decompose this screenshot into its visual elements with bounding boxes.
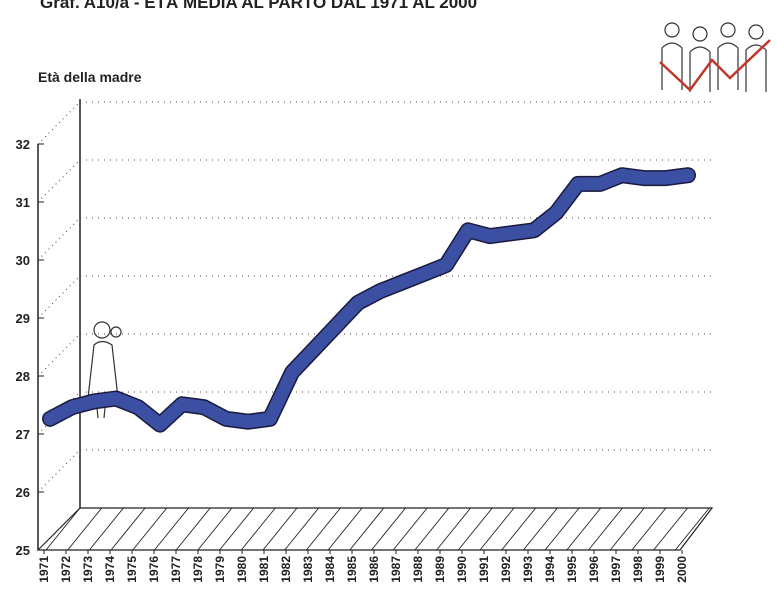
x-tick-label: 1994	[543, 556, 557, 583]
x-tick-label: 1984	[323, 556, 337, 583]
grid-diagonal	[37, 159, 81, 203]
x-tick-label: 1972	[59, 556, 73, 583]
data-line	[43, 168, 695, 432]
floor-hatch	[371, 507, 406, 551]
x-tick-label: 1981	[257, 556, 271, 583]
y-tick-label: 28	[16, 369, 30, 384]
floor-hatch	[175, 507, 211, 551]
floor-hatch	[566, 507, 602, 551]
floor-hatch	[110, 507, 146, 551]
x-tick-label: 1988	[411, 556, 425, 583]
y-tick-label: 30	[16, 253, 30, 268]
x-tick-label: 1998	[631, 556, 645, 583]
x-tick-label: 1987	[389, 556, 403, 583]
y-tick-label: 25	[16, 543, 30, 558]
x-tick-label: 1989	[433, 556, 447, 583]
y-tick-label: 26	[16, 485, 30, 500]
floor	[36, 507, 714, 551]
floor-hatch	[67, 507, 103, 551]
floor-hatch	[197, 507, 233, 551]
x-tick-label: 1977	[169, 556, 183, 583]
y-tick-label: 29	[16, 311, 30, 326]
floor-hatch	[284, 507, 320, 551]
x-tick-label: 1985	[345, 556, 359, 583]
y-axis-label: Età della madre	[38, 69, 142, 85]
x-tick-label: 1999	[653, 556, 667, 583]
floor-hatch	[240, 507, 276, 551]
floor-hatch	[154, 507, 189, 551]
floor-hatch	[219, 507, 254, 551]
floor-hatch	[45, 507, 81, 551]
floor-hatch	[609, 507, 645, 551]
y-tick-label: 31	[16, 195, 30, 210]
x-tick-label: 1995	[565, 556, 579, 583]
x-tick-label: 1997	[609, 556, 623, 583]
floor-hatch	[349, 507, 385, 551]
x-tick-label: 1978	[191, 556, 205, 583]
x-tick-label: 1991	[477, 556, 491, 583]
x-tick-label: 1992	[499, 556, 513, 583]
x-tick-label: 1974	[103, 556, 117, 583]
floor-hatch	[306, 507, 341, 551]
floor-hatch	[89, 507, 124, 551]
floor-hatch	[262, 507, 298, 551]
x-tick-label: 1971	[37, 556, 51, 583]
floor-hatch	[132, 507, 168, 551]
floor-hatch	[457, 507, 493, 551]
x-tick-label: 1996	[587, 556, 601, 583]
floor-hatch	[544, 507, 580, 551]
floor-hatch	[392, 507, 428, 551]
x-tick-label: 1993	[521, 556, 535, 583]
floor-hatch	[631, 507, 667, 551]
grid-diagonal	[37, 217, 81, 261]
x-tick-label: 1980	[235, 556, 249, 583]
floor-hatch	[674, 507, 710, 551]
x-tick-label: 2000	[675, 556, 689, 583]
grid-diagonal	[37, 333, 81, 377]
x-tick-label: 1990	[455, 556, 469, 583]
floor-hatch	[414, 507, 450, 551]
x-tick-label: 1979	[213, 556, 227, 583]
x-tick-label: 1986	[367, 556, 381, 583]
grid-diagonal	[37, 275, 81, 319]
x-tick-label: 1975	[125, 556, 139, 583]
floor-hatch	[479, 507, 515, 551]
y-tick-label: 32	[16, 137, 30, 152]
y-tick-label: 27	[16, 427, 30, 442]
floor-hatch	[436, 507, 471, 551]
x-tick-label: 1982	[279, 556, 293, 583]
x-tick-label: 1983	[301, 556, 315, 583]
grid-diagonal	[37, 101, 81, 145]
people-icon	[659, 22, 771, 92]
x-tick-label: 1976	[147, 556, 161, 583]
floor-hatch	[501, 507, 537, 551]
x-tick-label: 1973	[81, 556, 95, 583]
floor-hatch	[327, 507, 363, 551]
floor-hatch	[588, 507, 623, 551]
floor-hatch	[653, 507, 688, 551]
floor-hatch	[523, 507, 558, 551]
grid-diagonal	[37, 449, 81, 493]
chart-title: Graf. A10/a - ETÀ MEDIA AL PARTO DAL 197…	[40, 0, 477, 12]
